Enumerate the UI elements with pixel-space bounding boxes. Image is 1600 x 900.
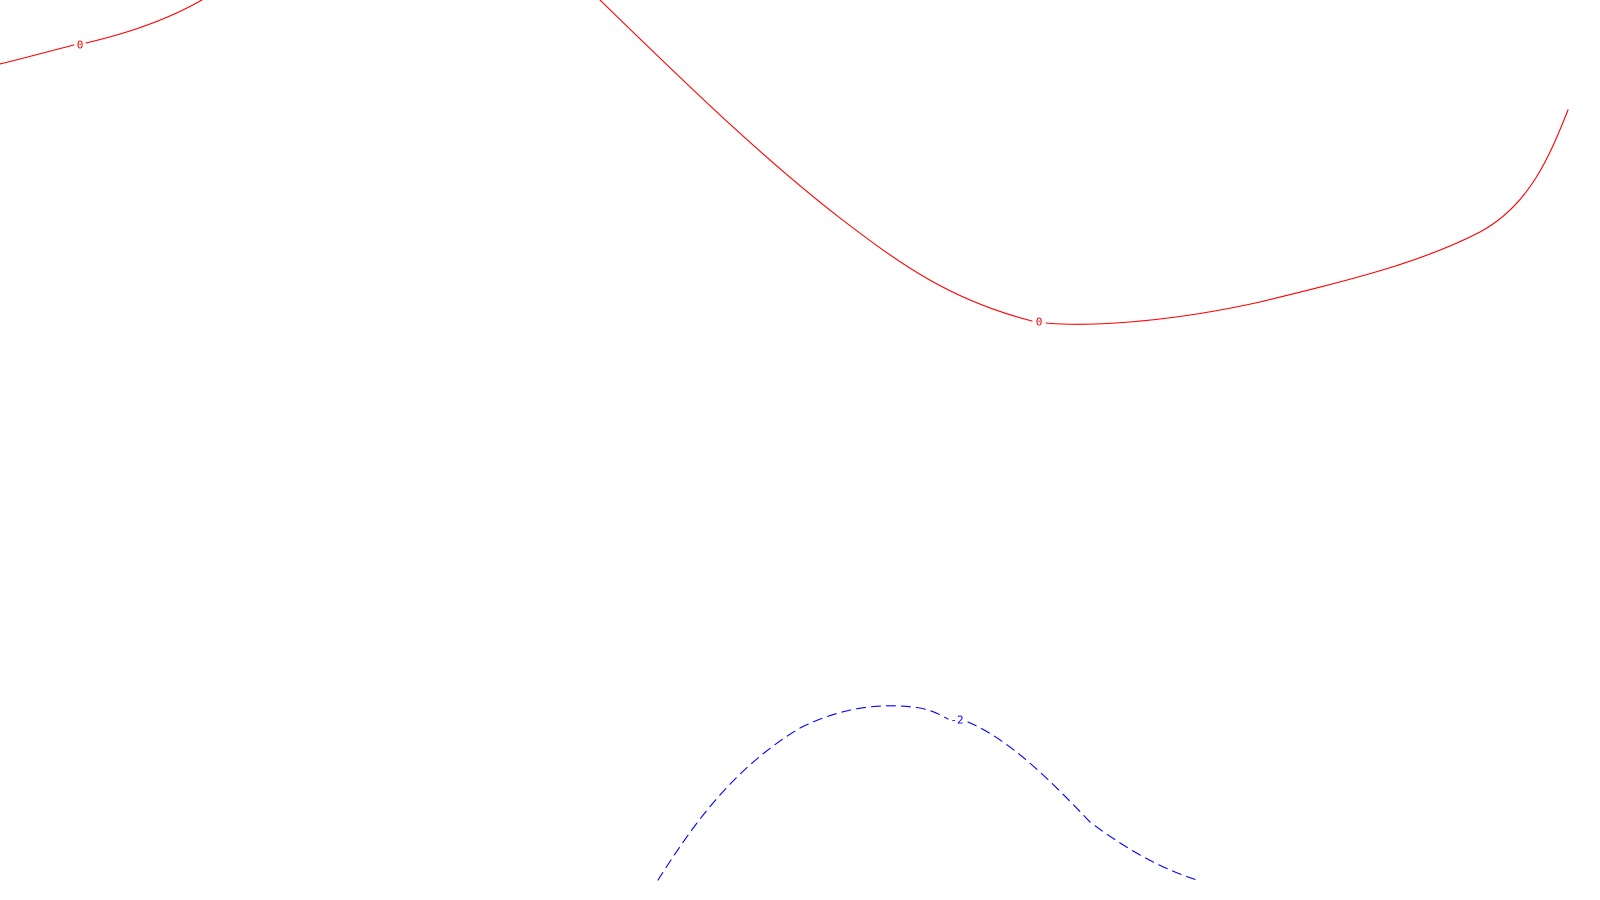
contour-zero-east-path (599, 0, 1569, 325)
contour-zero-west-label: 0 (77, 39, 84, 52)
contour-zero-west-path (0, 0, 203, 65)
contour-minus-two-path (657, 705, 1198, 881)
contour-line-zero-west: 0 (0, 0, 203, 65)
contour-line-zero-east: 0 (599, 0, 1569, 329)
contour-zero-east-label: 0 (1036, 316, 1043, 329)
contour-line-minus-two: -2 (657, 705, 1198, 881)
contour-minus-two-label: -2 (950, 714, 963, 727)
